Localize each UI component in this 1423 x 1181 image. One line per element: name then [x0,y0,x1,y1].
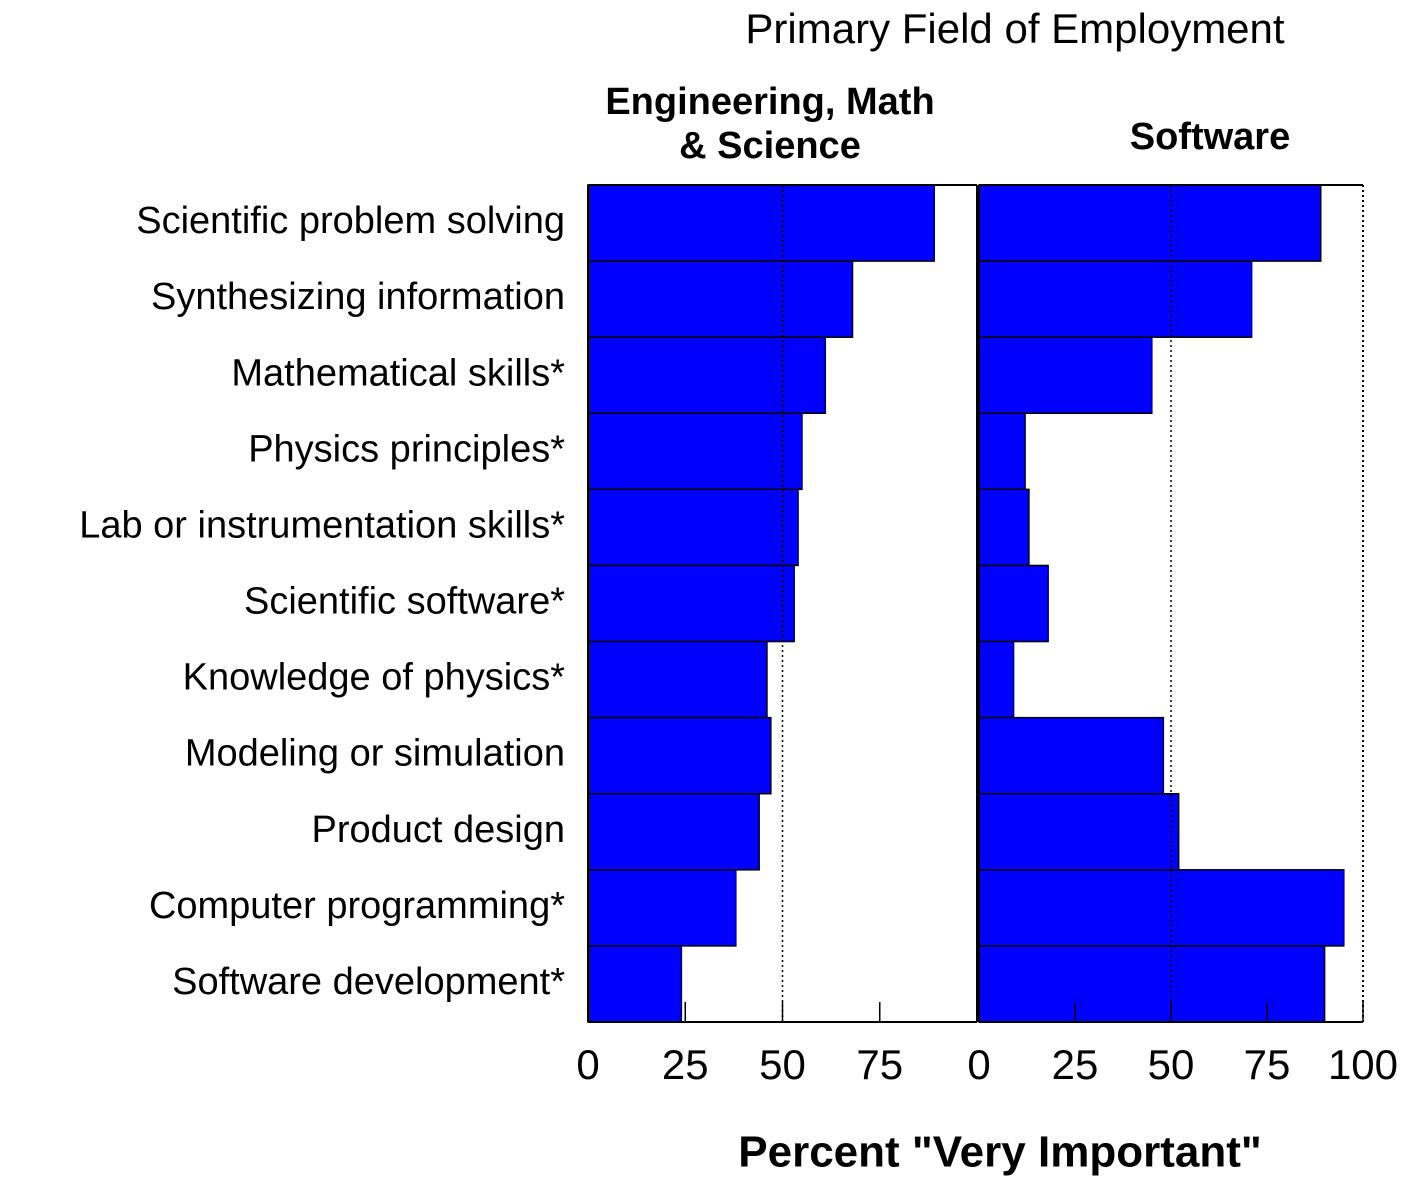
x-tick-label: 75 [856,1041,903,1088]
y-tick-label: Synthesizing information [151,276,565,318]
bar [587,564,795,643]
bar [587,945,683,1023]
bar [978,640,1015,719]
bar [978,564,1049,643]
x-tick-label: 25 [662,1041,709,1088]
x-tick-label: 25 [1052,1041,1099,1088]
panel-header: Engineering, Math & Science [605,81,935,167]
y-tick-label: Product design [312,809,566,851]
y-tick-label: Physics principles* [248,428,565,470]
bar [978,716,1165,795]
x-tick-label: 75 [1244,1041,1291,1088]
bar [587,792,760,871]
y-tick-label: Scientific software* [244,581,565,623]
bar [587,869,737,947]
x-tick-label: 100 [1328,1041,1398,1088]
x-axis-label: Percent "Very Important" [738,1128,1261,1177]
bar [978,945,1326,1023]
bar [978,260,1253,338]
bar [587,412,803,491]
bar [978,792,1180,871]
y-tick-label: Software development* [172,961,565,1003]
x-tick-label: 50 [1148,1041,1195,1088]
x-tick-label: 0 [967,1041,990,1088]
bar [587,640,768,719]
bar [587,184,935,262]
x-tick-label: 0 [576,1041,599,1088]
panel-header: Software [1129,116,1291,158]
bar [978,412,1026,491]
bar [587,488,799,567]
bar [587,716,772,795]
x-tick-label: 50 [759,1041,806,1088]
y-tick-label: Lab or instrumentation skills* [79,504,565,546]
bar [587,336,827,415]
bar [978,488,1030,567]
bar [978,184,1322,262]
y-tick-label: Knowledge of physics* [183,657,566,699]
y-tick-label: Mathematical skills* [231,352,565,394]
bar [978,869,1345,947]
y-tick-label: Modeling or simulation [185,733,565,775]
bar [978,336,1153,415]
chart-title: Primary Field of Employment [745,5,1284,52]
y-tick-label: Computer programming* [149,885,565,927]
bar [587,260,854,338]
y-tick-label: Scientific problem solving [136,200,565,242]
